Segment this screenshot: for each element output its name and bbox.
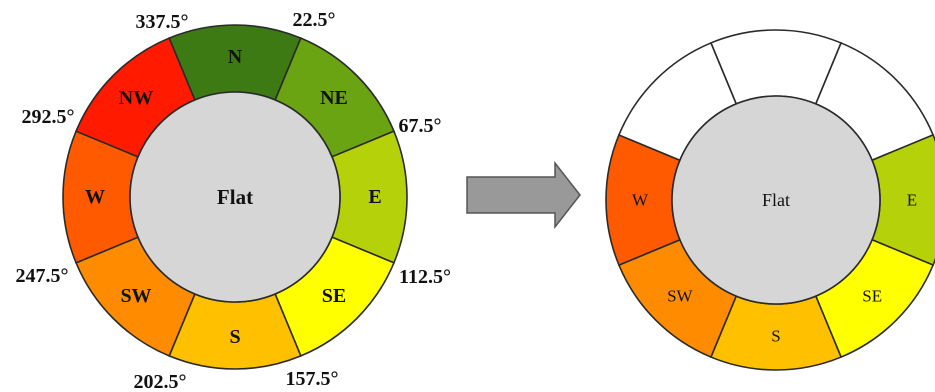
right-sector-label-se: SE	[862, 287, 882, 306]
left-wheel: N NE E SE S SW W NW Flat	[62, 24, 408, 370]
degree-label: 67.5°	[399, 115, 442, 137]
right-sector-label-e: E	[907, 191, 917, 210]
left-sector-label-e: E	[368, 186, 381, 208]
left-center-label: Flat	[217, 185, 253, 209]
right-arrow-icon	[466, 160, 581, 230]
degree-label: 22.5°	[293, 9, 336, 31]
right-wheel: E SE S SW W Flat	[605, 29, 935, 371]
left-center-circle	[129, 91, 341, 303]
degree-labels: 337.5° 22.5° 67.5° 112.5° 157.5° 202.5° 247.5°…	[16, 9, 451, 392]
left-sector-label-ne: NE	[320, 87, 348, 109]
degree-label: 292.5°	[22, 106, 75, 128]
right-sector-label-s: S	[771, 327, 780, 346]
degree-label: 157.5°	[286, 368, 339, 390]
degree-label: 112.5°	[399, 266, 451, 288]
degree-label: 247.5°	[16, 265, 69, 287]
left-sector-label-sw: SW	[120, 285, 151, 307]
right-center-label: Flat	[762, 190, 790, 210]
left-sector-label-n: N	[228, 46, 243, 68]
right-sector-label-w: W	[632, 191, 649, 210]
left-sector-label-w: W	[85, 186, 105, 208]
degree-label: 202.5°	[134, 371, 187, 392]
right-sector-label-sw: SW	[667, 287, 693, 306]
left-sector-label-nw: NW	[119, 87, 153, 109]
right-center-circle	[671, 95, 881, 305]
degree-label: 337.5°	[136, 11, 189, 33]
left-sector-label-se: SE	[322, 285, 346, 307]
left-sector-label-s: S	[229, 326, 240, 348]
